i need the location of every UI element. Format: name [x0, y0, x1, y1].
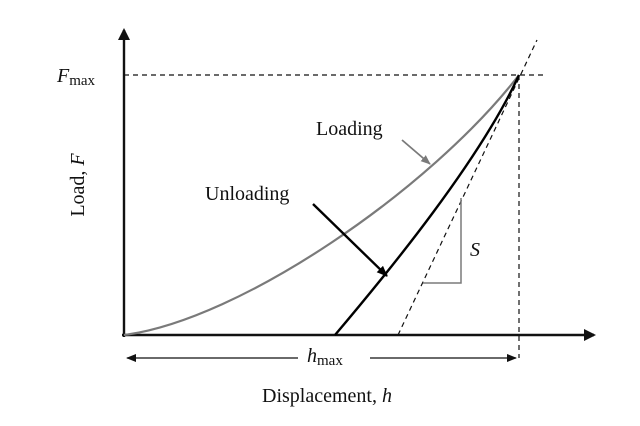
unloading-curve [334, 74, 521, 336]
loading-curve [123, 74, 520, 337]
loading-label: Loading [316, 118, 383, 140]
y-axis-label: Load, F [67, 153, 89, 217]
x-axis-label: Displacement, h [262, 385, 392, 407]
loading-arrow [401, 139, 431, 165]
stiffness-triangle [423, 198, 462, 284]
unloading-arrow [312, 203, 388, 277]
unloading-label: Unloading [205, 183, 289, 205]
fmax-label: Fmax [56, 65, 96, 89]
stiffness-label: S [470, 239, 480, 261]
tangent-dashed-line [397, 39, 538, 336]
hmax-label: hmax [307, 345, 343, 369]
